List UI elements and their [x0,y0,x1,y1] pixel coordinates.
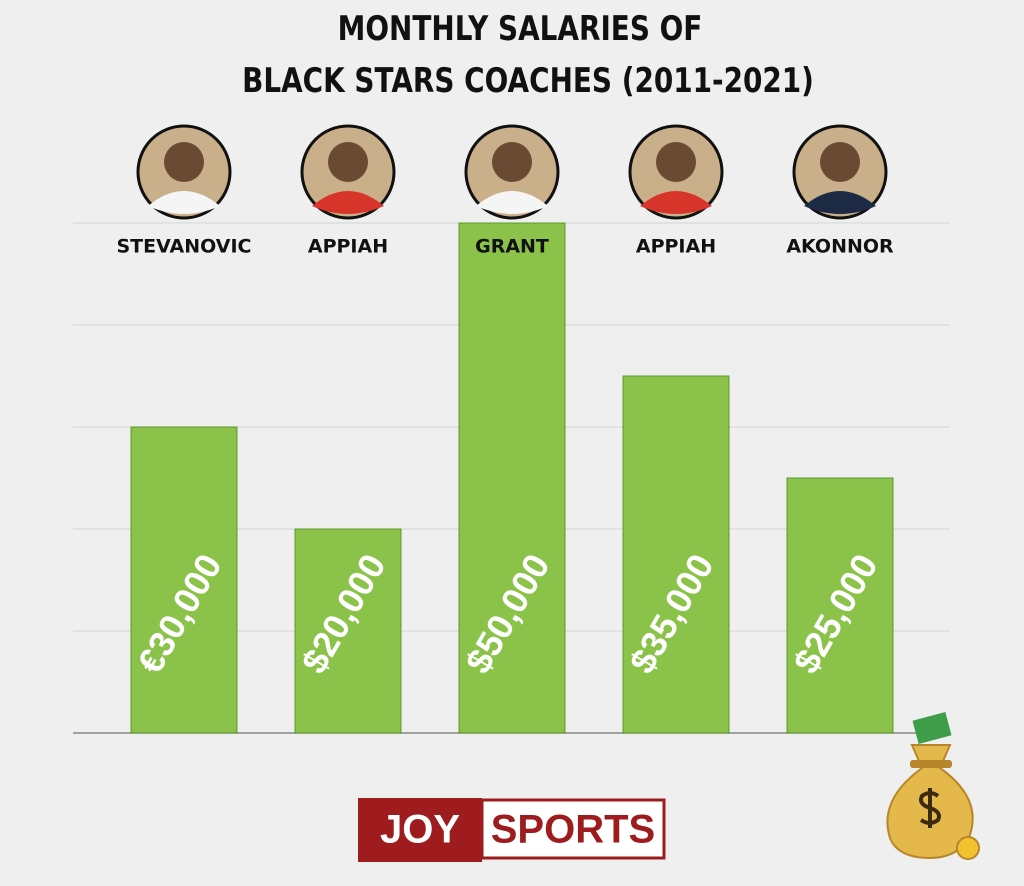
coach-photo-body [312,191,384,214]
logo: JOY SPORTS [358,798,666,862]
logo-right-text: SPORTS [491,808,655,852]
bill [912,712,952,744]
coach-photo-head [492,142,532,182]
bar [622,375,730,734]
logo-left-box [358,798,482,862]
logo-left-text: JOY [380,808,460,852]
logo-right-box [480,798,666,860]
coach-photo-head [656,142,696,182]
chart-title: BLACK STARS COACHES (2011-2021) [242,61,814,100]
coin [956,836,980,860]
chart-title: MONTHLY SALARIES OF [338,9,703,48]
coach-name: GRANT [475,236,549,258]
coach-photo-head [164,142,204,182]
coach-photo-body [148,191,220,214]
bar [786,477,894,734]
dollar-symbol [919,788,941,828]
coach-name: STEVANOVIC [116,236,251,258]
coach-photo-body [804,191,876,214]
money-bag-icon [886,712,980,860]
bar [294,528,402,734]
bar [458,222,566,734]
coach-name: APPIAH [308,236,388,258]
bar [130,426,238,734]
coach-photo-head [328,142,368,182]
coach-name: APPIAH [636,236,716,258]
coach-photo-head [820,142,860,182]
coach-photo-body [476,191,548,214]
bag-tie [910,760,952,768]
coach-photo-body [640,191,712,214]
coach-name: AKONNOR [786,236,894,258]
plot-area: STEVANOVIC€30,000APPIAH$20,000GRANT$50,0… [73,124,950,734]
